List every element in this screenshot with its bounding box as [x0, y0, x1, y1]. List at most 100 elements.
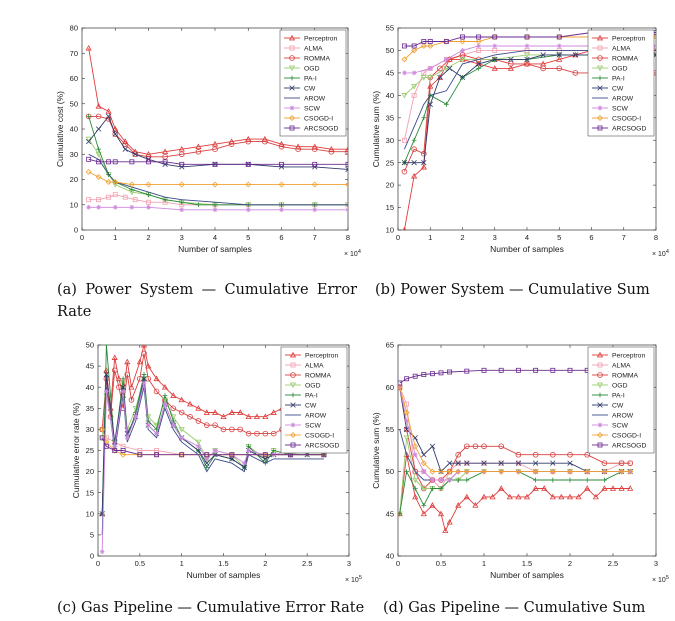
legend-marker — [290, 372, 296, 378]
data-point-perceptron — [124, 358, 131, 365]
data-point-csogd-i — [128, 181, 135, 188]
data-point-cw — [229, 456, 235, 462]
data-point-perceptron — [195, 405, 202, 411]
legend-marker — [290, 442, 296, 448]
data-point-arcsogd — [476, 34, 482, 40]
data-point-arcsogd — [460, 34, 465, 40]
data-point-arcsogd — [129, 159, 135, 165]
data-point-cw — [312, 164, 318, 170]
data-point-arcsogd — [179, 161, 185, 167]
x-tick-label: 1.5 — [522, 559, 532, 568]
legend-label: AROW — [305, 413, 327, 420]
data-point-cw — [515, 460, 522, 466]
data-point-cw — [653, 52, 656, 58]
y-tick-label: 0 — [74, 226, 78, 235]
data-point-romma — [132, 151, 139, 158]
data-point-arcsogd — [481, 367, 487, 373]
data-point-csogd-i — [401, 56, 408, 63]
x-multiplier: × 105 — [345, 575, 362, 584]
x-tick-label: 0 — [396, 559, 400, 568]
data-point-cw — [345, 166, 348, 173]
y-tick-label: 15 — [386, 203, 394, 212]
y-tick-label: 45 — [386, 509, 394, 518]
y-tick-label: 35 — [86, 404, 94, 413]
legend-marker — [596, 382, 604, 389]
data-point-perceptron — [178, 396, 185, 403]
legend-label: ROMMA — [612, 373, 639, 380]
data-point-pa-i — [455, 477, 461, 483]
data-point-pa-i — [404, 469, 409, 474]
series-line-perceptron — [399, 454, 631, 532]
caption-d: (d) Gas Pipeline — Cumulative Sum — [383, 600, 646, 616]
data-point-arcsogd — [421, 39, 427, 44]
data-point-perceptron — [311, 143, 318, 149]
data-point-romma — [178, 151, 185, 158]
data-point-pa-i — [246, 443, 251, 449]
data-point-scw — [412, 452, 418, 458]
data-point-csogd-i — [99, 426, 106, 433]
data-point-perceptron — [402, 226, 407, 230]
chart-panel-d: 0 0.5 1 1.5 2 2.5 3 40 45 50 55 60 65 Number of sampl… — [371, 341, 669, 584]
data-point-perceptron — [463, 493, 470, 500]
x-tick-label: 6 — [589, 233, 593, 242]
data-point-ogd — [411, 84, 418, 90]
legend-label: CSOGD-I — [305, 433, 334, 440]
data-point-arcsogd — [524, 34, 530, 40]
data-point-cw — [429, 443, 436, 449]
data-point-pa-i — [421, 502, 427, 508]
legend-marker — [597, 392, 603, 398]
legend-label: ARCSOGD — [304, 126, 338, 133]
data-point-cw — [105, 113, 112, 120]
y-tick-label: 0 — [90, 552, 94, 561]
data-point-perceptron — [195, 143, 202, 149]
data-point-ogd — [95, 151, 102, 158]
data-point-csogd-i — [420, 460, 427, 467]
data-point-pa-i — [103, 345, 109, 348]
series-line-csogd-i — [399, 387, 631, 473]
data-point-csogd-i — [481, 468, 487, 475]
data-point-perceptron — [186, 400, 194, 407]
y-tick-label: 10 — [70, 200, 78, 209]
data-point-romma — [411, 146, 417, 153]
x-axis-label: Number of samples — [490, 244, 564, 254]
x-tick-label: 3 — [493, 233, 497, 242]
data-point-arcsogd — [492, 34, 498, 40]
data-point-ogd — [85, 136, 92, 143]
data-point-romma — [122, 141, 129, 147]
data-point-ogd — [427, 75, 434, 81]
series-line-romma — [399, 387, 631, 490]
data-point-cw — [179, 164, 185, 170]
data-point-arcsogd — [550, 367, 556, 373]
series-group — [398, 367, 634, 533]
data-point-cw — [421, 159, 427, 166]
data-point-romma — [262, 430, 269, 437]
data-point-csogd-i — [567, 468, 573, 475]
data-point-csogd-i — [427, 42, 434, 49]
data-point-romma — [455, 451, 462, 458]
data-point-perceptron — [507, 65, 514, 71]
data-point-perceptron — [261, 135, 268, 142]
data-point-scw — [120, 389, 126, 394]
legend-label: ARCSOGD — [305, 443, 339, 450]
legend-label: ALMA — [612, 46, 631, 53]
data-point-csogd-i — [85, 168, 92, 175]
data-point-scw — [179, 435, 185, 441]
y-tick-label: 10 — [86, 509, 94, 518]
data-point-ogd — [459, 57, 466, 63]
data-point-pa-i — [120, 376, 126, 382]
data-point-pa-i — [567, 477, 573, 483]
data-point-cw — [556, 52, 562, 58]
data-point-scw — [438, 477, 444, 483]
data-point-romma — [162, 153, 168, 160]
data-point-scw — [279, 207, 284, 213]
data-point-alma — [86, 197, 92, 203]
data-point-arcsogd — [154, 452, 160, 458]
data-point-cw — [421, 452, 427, 458]
data-point-cw — [524, 56, 530, 63]
x-tick-label: 5 — [557, 233, 561, 242]
data-point-perceptron — [556, 56, 563, 62]
data-point-arcsogd — [112, 159, 118, 165]
x-tick-label: 4 — [213, 233, 217, 242]
y-tick-label: 50 — [86, 341, 94, 350]
